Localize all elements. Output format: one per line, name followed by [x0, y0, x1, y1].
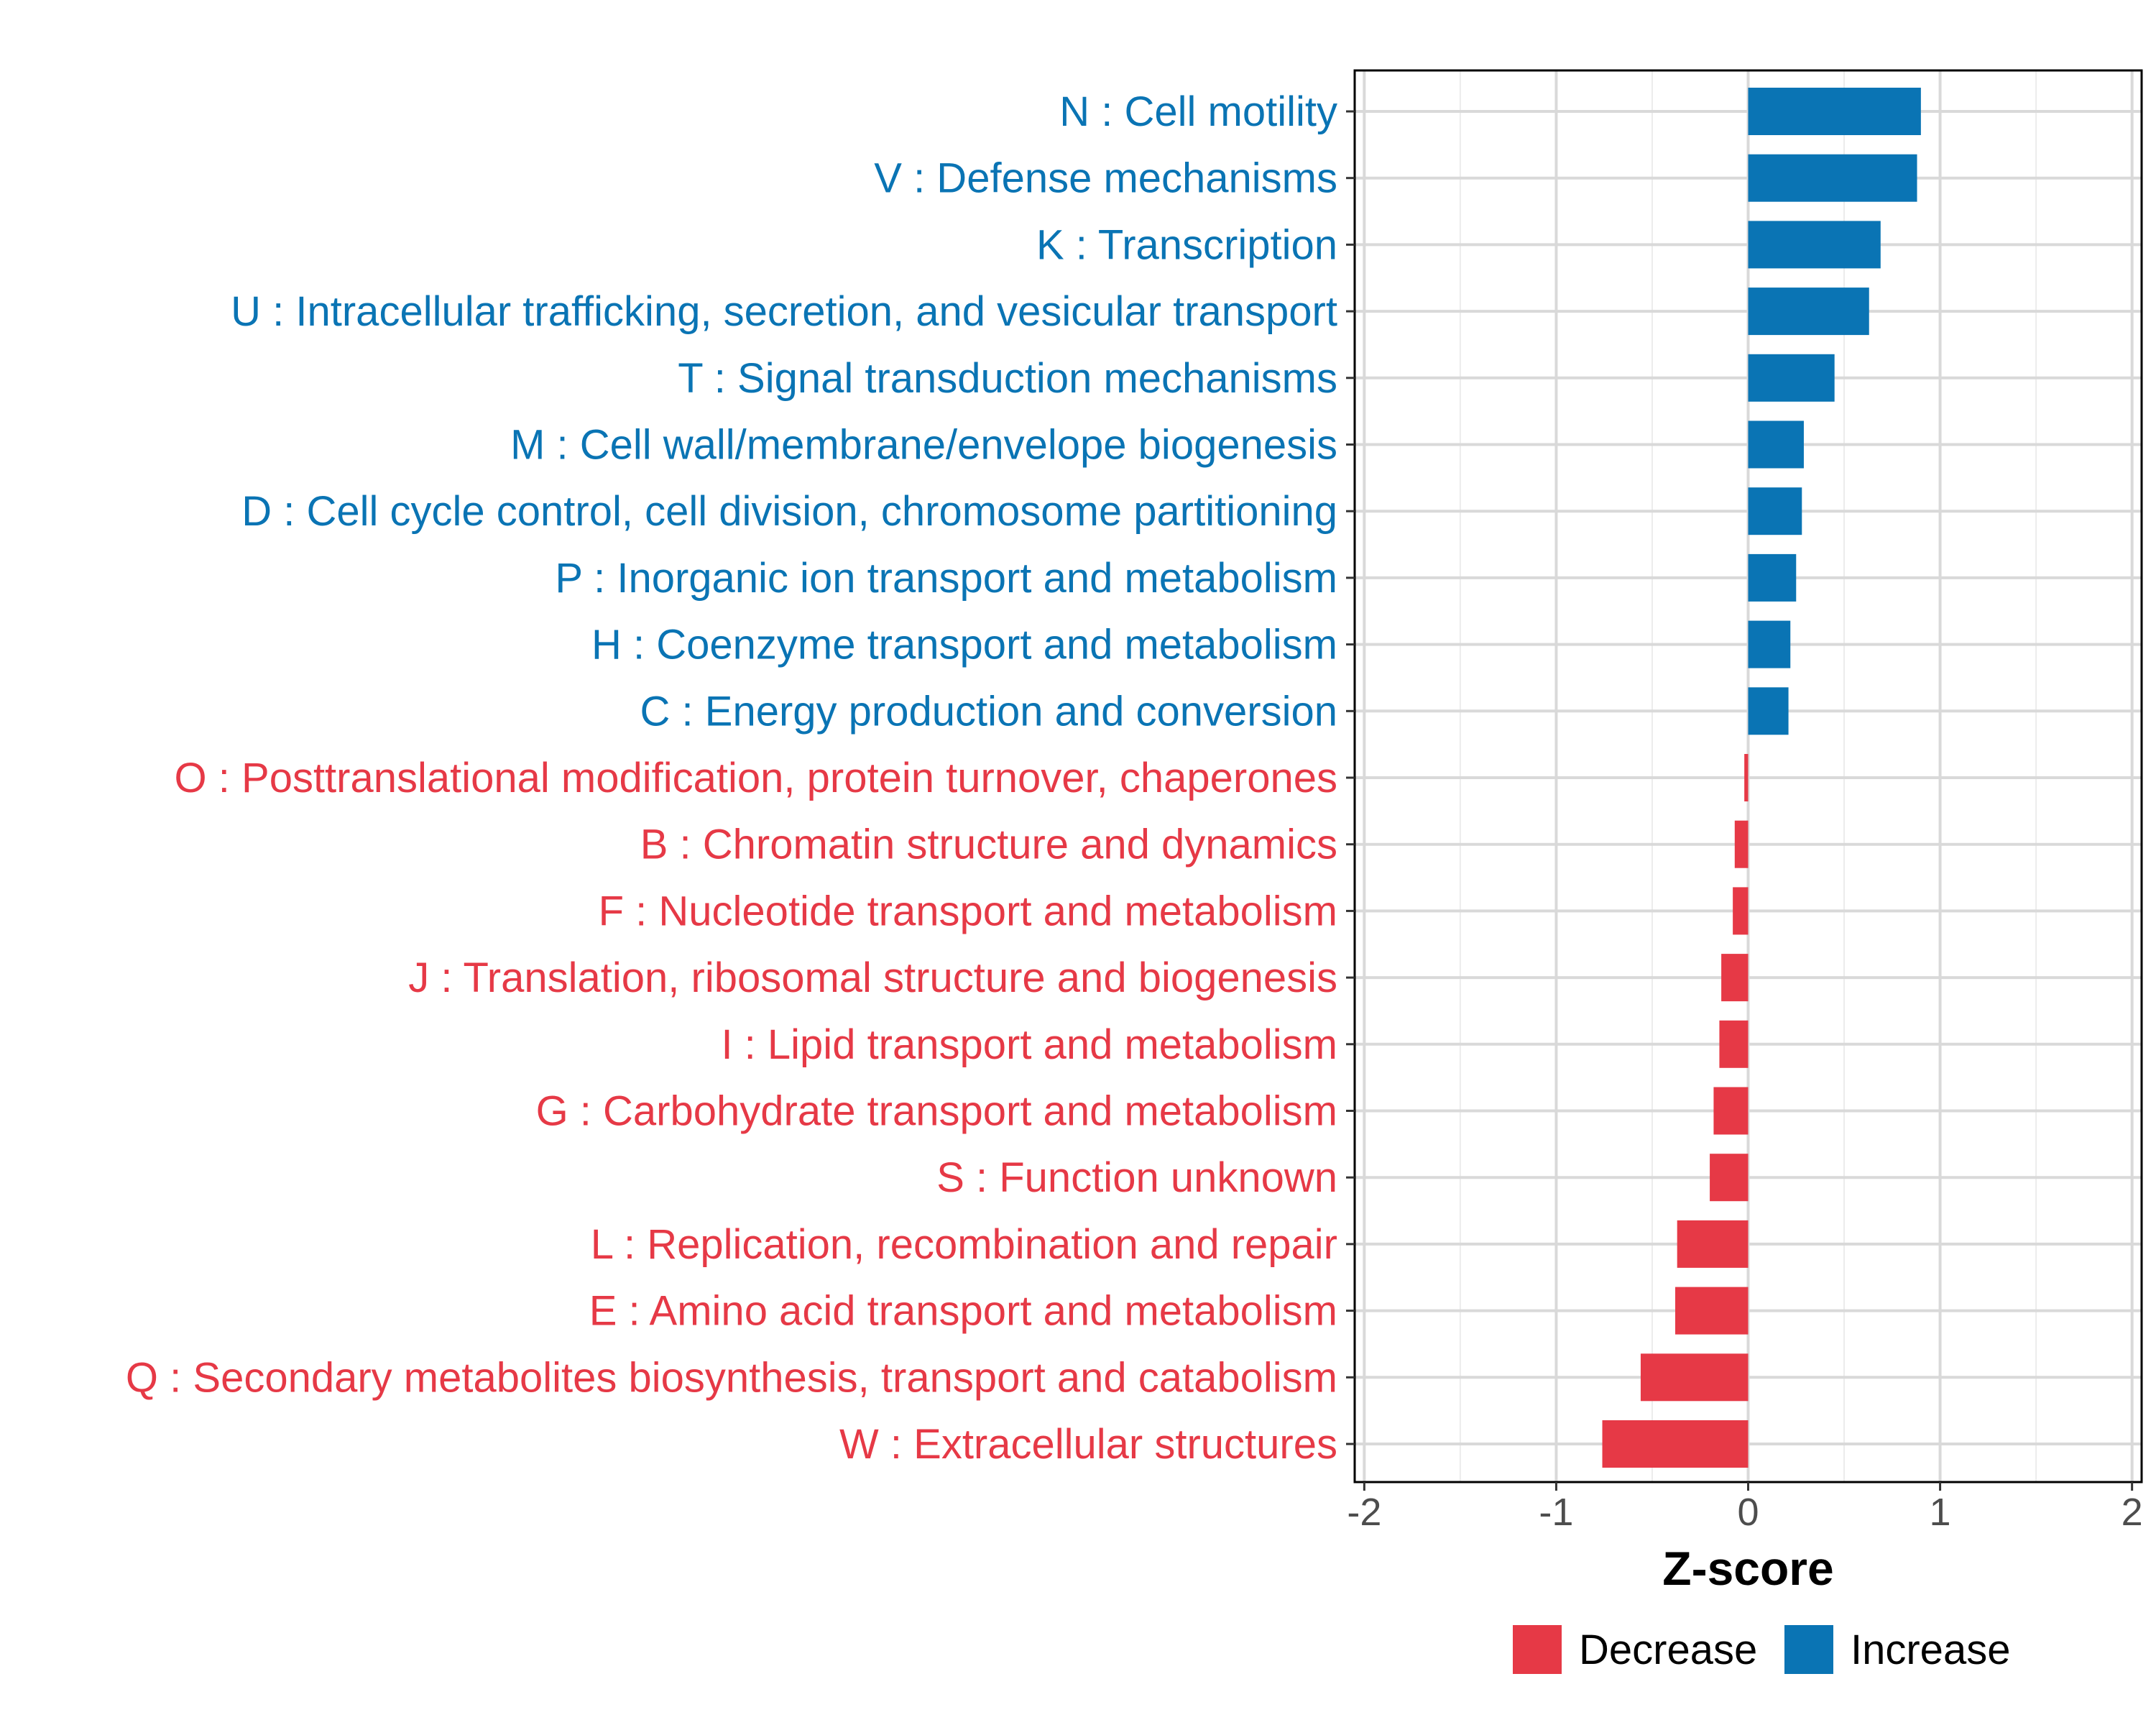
category-label: L : Replication, recombination and repai…: [591, 1221, 1337, 1268]
bar: [1748, 288, 1869, 336]
category-label: G : Carbohydrate transport and metabolis…: [536, 1088, 1337, 1135]
x-axis-title: Z-score: [1662, 1542, 1833, 1595]
category-label: H : Coenzyme transport and metabolism: [591, 622, 1337, 668]
bars: [1602, 88, 1921, 1468]
bar: [1748, 687, 1789, 735]
category-label: D : Cell cycle control, cell division, c…: [241, 488, 1337, 535]
bar: [1748, 154, 1917, 202]
bar: [1640, 1353, 1749, 1402]
category-label: U : Intracellular trafficking, secretion…: [231, 288, 1337, 335]
bar: [1744, 754, 1749, 801]
x-tick-label: -1: [1539, 1491, 1573, 1534]
category-label: I : Lipid transport and metabolism: [721, 1021, 1337, 1068]
x-tick-label: 0: [1737, 1491, 1759, 1534]
legend-swatch: [1513, 1625, 1562, 1674]
bar: [1677, 1220, 1749, 1268]
bar: [1602, 1420, 1749, 1468]
legend-swatch: [1784, 1625, 1833, 1674]
category-label: C : Energy production and conversion: [640, 688, 1337, 735]
category-label: M : Cell wall/membrane/envelope biogenes…: [510, 422, 1337, 469]
bar: [1734, 820, 1749, 868]
x-tick-label: -2: [1347, 1491, 1381, 1534]
category-label: P : Inorganic ion transport and metaboli…: [555, 555, 1337, 602]
legend: Decrease Increase: [1513, 1625, 2010, 1674]
bar: [1748, 354, 1835, 402]
bar: [1713, 1087, 1749, 1135]
bar: [1748, 420, 1804, 469]
bar: [1748, 553, 1797, 602]
bar: [1721, 954, 1749, 1002]
bar: [1748, 620, 1791, 668]
bar: [1748, 487, 1802, 535]
category-label: F : Nucleotide transport and metabolism: [599, 888, 1337, 934]
legend-label: Increase: [1851, 1627, 2010, 1673]
y-axis-ticks: [1346, 110, 1355, 1445]
bar: [1675, 1287, 1749, 1335]
bar: [1710, 1154, 1749, 1202]
category-label: V : Defense mechanisms: [874, 155, 1337, 202]
bar: [1719, 1020, 1749, 1068]
category-label: S : Function unknown: [936, 1154, 1337, 1201]
category-label: T : Signal transduction mechanisms: [678, 355, 1337, 402]
category-label: E : Amino acid transport and metabolism: [589, 1288, 1337, 1335]
category-label: O : Posttranslational modification, prot…: [175, 755, 1337, 801]
bar: [1748, 221, 1881, 269]
x-tick-label: 1: [1930, 1491, 1951, 1534]
category-label: B : Chromatin structure and dynamics: [640, 822, 1337, 868]
bar: [1748, 88, 1921, 135]
category-label: J : Translation, ribosomal structure and…: [408, 954, 1337, 1001]
category-label: K : Transcription: [1036, 221, 1337, 268]
category-label: W : Extracellular structures: [839, 1421, 1337, 1468]
bar: [1733, 887, 1749, 935]
legend-label: Decrease: [1579, 1627, 1757, 1673]
x-tick-label: 2: [2122, 1491, 2143, 1534]
category-label: N : Cell motility: [1059, 88, 1337, 135]
x-axis-ticks: -2 -1 0 1 2: [1347, 1482, 2143, 1534]
category-labels: N : Cell motility V : Defense mechanisms K…: [126, 88, 1337, 1468]
category-label: Q : Secondary metabolites biosynthesis, …: [126, 1354, 1337, 1401]
